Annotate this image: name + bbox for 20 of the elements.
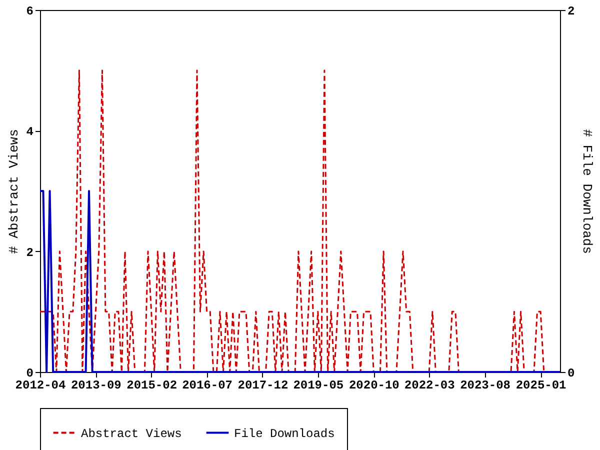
y-tick-label: 6 (26, 4, 34, 18)
x-tick-label: 2012-04 (15, 378, 66, 392)
x-tick-label: 2013-09 (70, 378, 122, 392)
x-tick-label: 2025-01 (516, 378, 566, 392)
legend-label: Abstract Views (81, 426, 182, 441)
y-tick-label: 2 (26, 246, 34, 260)
y2-tick-label: 0 (568, 366, 575, 380)
x-tick-label: 2022-03 (404, 378, 455, 392)
y2-axis-title: # File Downloads (580, 129, 595, 254)
y-axis-title: # Abstract Views (6, 129, 22, 254)
x-tick-label: 2017-12 (238, 378, 288, 392)
y-tick-label: 4 (26, 125, 34, 140)
x-tick-label: 2023-08 (460, 378, 510, 392)
x-tick-label: 2020-10 (348, 378, 400, 392)
x-tick-label: 2019-05 (293, 378, 344, 392)
x-tick-label: 2016-07 (182, 378, 232, 392)
legend-label: File Downloads (234, 426, 335, 441)
x-tick-label: 2015-02 (126, 378, 178, 392)
y2-tick-label: 2 (568, 4, 575, 18)
y-tick-label: 0 (26, 366, 34, 380)
